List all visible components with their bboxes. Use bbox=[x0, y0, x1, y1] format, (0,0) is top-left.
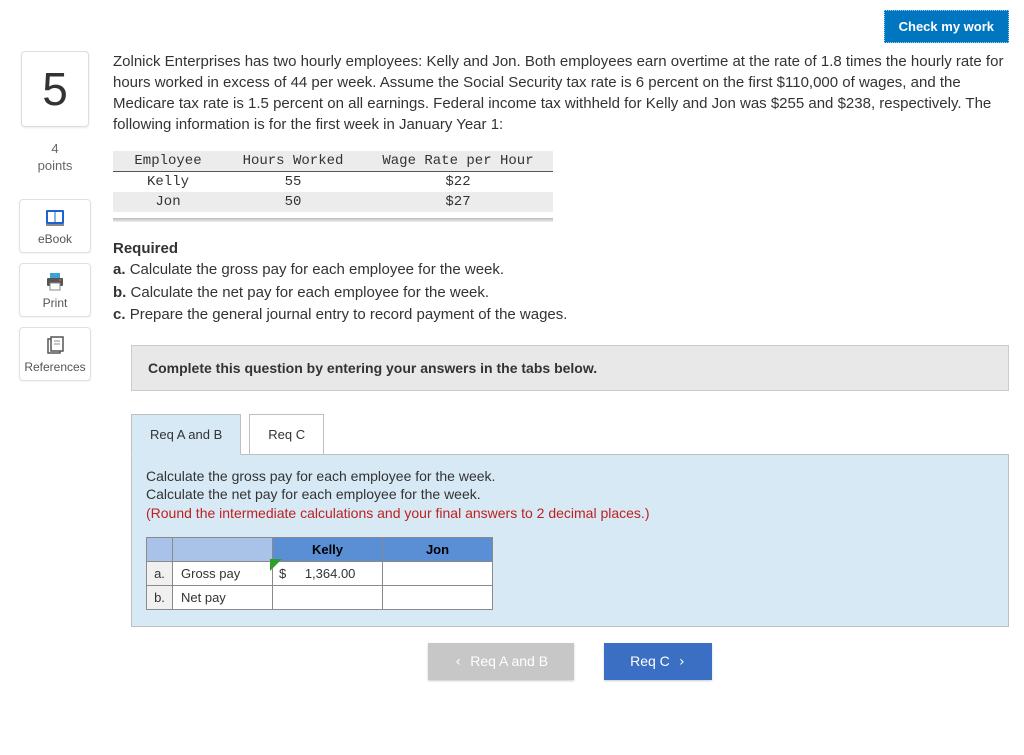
table-row: b. Net pay bbox=[147, 586, 493, 610]
next-tab-button[interactable]: Req C › bbox=[604, 643, 712, 680]
employee-data-table: Employee Hours Worked Wage Rate per Hour… bbox=[113, 151, 553, 212]
tab-req-a-b[interactable]: Req A and B bbox=[131, 414, 241, 455]
correct-indicator-icon bbox=[270, 559, 282, 571]
col-header: Employee bbox=[113, 151, 223, 172]
print-icon bbox=[44, 272, 66, 292]
cell: $27 bbox=[363, 192, 553, 212]
tab-panel-req-a-b: Calculate the gross pay for each employe… bbox=[131, 454, 1009, 628]
print-tool[interactable]: Print bbox=[19, 263, 91, 317]
nav-next-label: Req C bbox=[630, 653, 670, 669]
points-block: 4 points bbox=[38, 141, 73, 175]
prompt-note: (Round the intermediate calculations and… bbox=[146, 504, 994, 523]
value: 1,364.00 bbox=[305, 566, 356, 581]
tool-label: References bbox=[24, 360, 85, 374]
col-blank bbox=[147, 538, 173, 562]
req-letter: a. bbox=[113, 261, 126, 278]
col-jon: Jon bbox=[383, 538, 493, 562]
required-heading: Required bbox=[113, 240, 1009, 257]
calc-table: Kelly Jon a. Gross pay $1,364.00 b. bbox=[146, 537, 493, 610]
req-text: Calculate the net pay for each employee … bbox=[131, 284, 490, 301]
chevron-left-icon: ‹ bbox=[454, 654, 462, 670]
cell: $22 bbox=[363, 172, 553, 193]
cell: Kelly bbox=[113, 172, 223, 193]
references-icon bbox=[44, 336, 66, 356]
jon-gross-pay-input[interactable] bbox=[383, 562, 493, 586]
cell: 50 bbox=[223, 192, 363, 212]
col-header: Hours Worked bbox=[223, 151, 363, 172]
prev-tab-button[interactable]: ‹ Req A and B bbox=[428, 643, 574, 680]
req-text: Prepare the general journal entry to rec… bbox=[130, 306, 568, 323]
col-kelly: Kelly bbox=[273, 538, 383, 562]
references-tool[interactable]: References bbox=[19, 327, 91, 381]
cell: 55 bbox=[223, 172, 363, 193]
points-value: 4 bbox=[51, 141, 58, 156]
req-letter: c. bbox=[113, 306, 126, 323]
col-header: Wage Rate per Hour bbox=[363, 151, 553, 172]
row-idx: a. bbox=[147, 562, 173, 586]
req-text: Calculate the gross pay for each employe… bbox=[130, 261, 504, 278]
prompt-line: Calculate the net pay for each employee … bbox=[146, 485, 994, 504]
instruction-bar: Complete this question by entering your … bbox=[131, 345, 1009, 391]
points-label: points bbox=[38, 158, 73, 173]
kelly-gross-pay-input[interactable]: $1,364.00 bbox=[273, 562, 383, 586]
table-row: a. Gross pay $1,364.00 bbox=[147, 562, 493, 586]
ebook-tool[interactable]: eBook bbox=[19, 199, 91, 253]
table-divider bbox=[113, 218, 553, 222]
cell: Jon bbox=[113, 192, 223, 212]
chevron-right-icon: › bbox=[678, 654, 686, 670]
problem-statement: Zolnick Enterprises has two hourly emplo… bbox=[113, 51, 1009, 135]
required-list: a. Calculate the gross pay for each empl… bbox=[113, 259, 1009, 327]
col-blank bbox=[173, 538, 273, 562]
nav-prev-label: Req A and B bbox=[470, 653, 548, 669]
question-number: 5 bbox=[21, 51, 89, 127]
check-my-work-button[interactable]: Check my work bbox=[884, 10, 1009, 43]
req-letter: b. bbox=[113, 284, 126, 301]
row-label: Net pay bbox=[173, 586, 273, 610]
left-sidebar: 5 4 points eBook Print bbox=[15, 51, 95, 680]
ebook-icon bbox=[44, 208, 66, 228]
kelly-net-pay-input[interactable] bbox=[273, 586, 383, 610]
tab-strip: Req A and B Req C bbox=[131, 413, 1009, 454]
jon-net-pay-input[interactable] bbox=[383, 586, 493, 610]
tab-req-c[interactable]: Req C bbox=[249, 414, 324, 455]
prompt-line: Calculate the gross pay for each employe… bbox=[146, 467, 994, 486]
tool-label: Print bbox=[43, 296, 68, 310]
tool-label: eBook bbox=[38, 232, 72, 246]
row-label: Gross pay bbox=[173, 562, 273, 586]
row-idx: b. bbox=[147, 586, 173, 610]
